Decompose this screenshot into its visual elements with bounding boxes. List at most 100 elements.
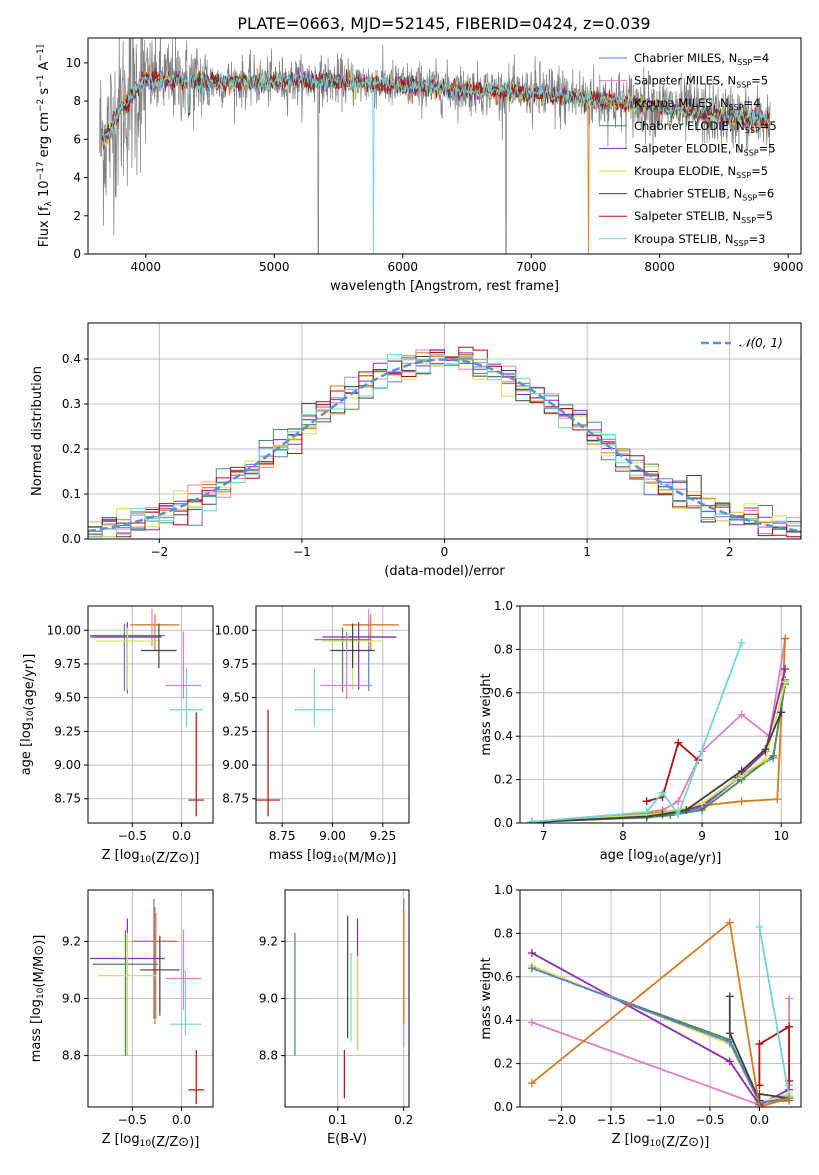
mass-vs-Z-x-label: Z [log10(Z/Z⊙)] (102, 1132, 200, 1150)
y-tick-label: 4 (73, 171, 81, 185)
plus-marker (781, 664, 790, 673)
y-tick-label: 9.50 (54, 691, 81, 705)
mass-weight-vs-Z-y-label: mass weight (479, 957, 494, 1039)
y-tick-label: 0.2 (494, 1057, 513, 1071)
spectrum-x-label: wavelength [Angstrom, rest frame] (330, 279, 559, 294)
mass-weight-series-2 (531, 638, 787, 823)
y-tick-label: 9.75 (222, 657, 249, 671)
mass-vs-EBV-x-label: E(B-V) (327, 1132, 367, 1147)
y-tick-label: 9.2 (62, 934, 81, 948)
mass-weight-series-1 (531, 638, 787, 823)
plus-marker (769, 751, 778, 760)
plus-marker (642, 797, 651, 806)
x-tick-label: −2.0 (547, 1113, 576, 1127)
mass-weight-vs-age-plot-area (520, 606, 801, 823)
errorbar-point (330, 623, 375, 668)
y-tick-label: 0.0 (494, 816, 513, 830)
residuals-x-label: (data-model)/error (384, 564, 505, 579)
spectrum-panel: 4000 5000 6000 7000 8000 9000 0 2 4 6 8 10 wavelengt… (36, 37, 804, 294)
age-vs-mass-panel: 8.75 9.00 9.25 8.75 9.00 9.25 9.50 9.75 10.00 mas… (215, 605, 410, 866)
plus-marker (725, 1037, 734, 1046)
mass-weight-series-8 (531, 642, 743, 823)
errorbar-point (140, 935, 180, 1016)
x-tick-label: 9.00 (319, 829, 346, 843)
y-tick-label: 0.2 (62, 442, 81, 456)
errorbar-point (130, 614, 180, 651)
mass-weight-series-7 (758, 926, 790, 1097)
y-tick-label: 9.25 (54, 724, 81, 738)
x-tick-label: −0.5 (118, 829, 147, 843)
plus-marker (737, 797, 746, 806)
model-spectrum-7 (101, 67, 770, 143)
y-tick-label: 0 (73, 247, 81, 261)
errorbar-point (89, 623, 159, 691)
mass-weight-series-6 (758, 1025, 790, 1086)
mass-vs-Z-plot-area (88, 890, 213, 1107)
plus-marker (777, 708, 786, 717)
mass-weight-series-8 (531, 920, 790, 1107)
plus-marker (737, 710, 746, 719)
y-tick-label: 0.8 (494, 926, 513, 940)
residuals-axes-frame (87, 322, 802, 540)
legend-entry: Kroupa STELIB, NSSP=3 (634, 232, 765, 248)
x-tick-label: −1.0 (646, 1113, 675, 1127)
plus-marker (781, 677, 790, 686)
age-vs-Z-axes-frame (87, 605, 214, 824)
mass-vs-EBV-axes-frame (284, 889, 410, 1108)
plus-marker (725, 992, 734, 1001)
x-tick-label: 9 (698, 829, 706, 843)
errorbar-point (342, 614, 399, 651)
x-tick-label: 0.0 (172, 1113, 191, 1127)
y-tick-label: 1.0 (494, 599, 513, 613)
mass-vs-Z-panel: −0.5 0.0 8.8 9.0 9.2 Z [log10(Z/Z⊙)] mass [log… (29, 889, 214, 1150)
y-tick-label: 9.75 (54, 657, 81, 671)
errorbar-point (314, 627, 371, 693)
spectrum-y-label: Flux [fλ 10−17 erg cm−2 s−1 A−1] (36, 45, 54, 248)
x-tick-label: 8000 (644, 260, 675, 274)
residuals-plot-area (88, 323, 801, 539)
mass-vs-EBV-panel: 0.1 0.2 8.8 9.0 9.2 E(B-V) (259, 889, 413, 1147)
spectrum-axes-frame (87, 37, 802, 255)
plus-marker (781, 634, 790, 643)
mass-weight-series-6 (531, 711, 783, 823)
age-vs-mass-axes-frame (255, 605, 410, 824)
y-tick-label: 0.6 (494, 686, 513, 700)
plus-marker (755, 922, 764, 931)
y-tick-label: 1.0 (494, 883, 513, 897)
mass-weight-vs-Z-plot-area (520, 890, 801, 1107)
mass-weight-vs-Z-x-label: Z [log10(Z/Z⊙)] (612, 1132, 710, 1150)
plus-marker (737, 766, 746, 775)
residuals-y-label: Normed distribution (30, 366, 45, 496)
x-tick-label: 0.1 (328, 1113, 347, 1127)
y-tick-label: 0.3 (62, 397, 81, 411)
errorbar-point (95, 627, 159, 690)
x-tick-label: 10 (774, 829, 789, 843)
plus-marker (674, 738, 683, 747)
x-tick-label: 1 (583, 545, 591, 559)
y-tick-label: 0.4 (494, 1013, 513, 1027)
x-tick-label: 9000 (773, 260, 804, 274)
model-spectrum-6 (101, 70, 770, 142)
y-tick-label: 8.75 (222, 792, 249, 806)
mass-weight-series-4 (531, 967, 790, 1104)
age-vs-Z-x-label: Z [log10(Z/Z⊙)] (102, 848, 200, 866)
errorbar-point (188, 712, 205, 817)
mass-weight-series-2 (531, 952, 790, 1106)
legend-entry: Kroupa ELODIE, NSSP=5 (634, 164, 768, 180)
x-tick-label: 8 (619, 829, 627, 843)
y-tick-label: 9.25 (222, 724, 249, 738)
mass-vs-Z-axes-frame (87, 889, 214, 1108)
x-tick-label: −1 (293, 545, 311, 559)
x-tick-label: 7 (540, 829, 548, 843)
mass-weight-vs-age-y-label: mass weight (479, 673, 494, 755)
plus-marker (773, 795, 782, 804)
legend-entry: Chabrier STELIB, NSSP=6 (634, 187, 774, 203)
y-tick-label: 10 (66, 56, 81, 70)
x-tick-label: 5000 (259, 260, 290, 274)
mass-weight-series-7 (646, 741, 699, 803)
mass-weight-vs-age-axes-frame (519, 605, 802, 824)
x-tick-label: −1.5 (596, 1113, 625, 1127)
y-tick-label: 10.00 (215, 623, 249, 637)
errorbar-point (256, 709, 281, 817)
